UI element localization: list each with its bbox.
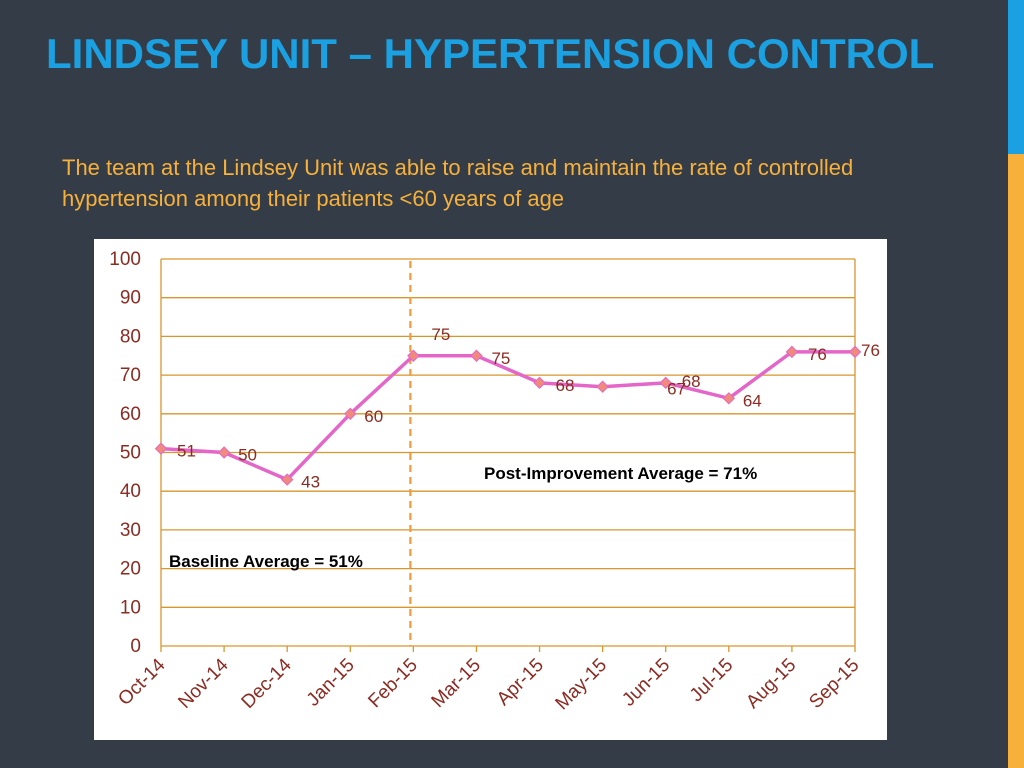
x-tick-label: Aug-15 (742, 655, 800, 713)
x-tick-label: Jul-15 (686, 655, 737, 706)
data-label: 76 (808, 345, 827, 364)
data-point-marker (848, 345, 862, 359)
data-point-marker (470, 349, 483, 362)
x-tick-label: Oct-14 (114, 654, 169, 709)
data-label: 75 (431, 325, 450, 344)
data-label: 64 (743, 391, 762, 410)
data-point-marker (785, 345, 799, 359)
y-tick-label: 40 (120, 481, 141, 502)
slide-title: LINDSEY UNIT – HYPERTENSION CONTROL (46, 30, 935, 77)
data-point-marker (407, 349, 420, 362)
baseline-average-annotation: Baseline Average = 51% (169, 552, 363, 571)
accent-bar-top (1008, 0, 1024, 154)
data-label: 67 (667, 380, 686, 399)
y-tick-label: 70 (120, 365, 141, 386)
y-tick-label: 100 (109, 249, 141, 270)
y-tick-label: 10 (120, 597, 141, 618)
data-label: 43 (301, 473, 320, 492)
y-tick-label: 90 (120, 288, 141, 309)
data-label: 68 (682, 372, 701, 391)
x-tick-label: Feb-15 (364, 655, 421, 712)
data-point-marker (596, 380, 609, 393)
y-tick-label: 80 (120, 326, 141, 347)
data-label: 68 (556, 376, 575, 395)
data-point-marker (217, 446, 231, 459)
post-improvement-average-annotation: Post-Improvement Average = 71% (484, 464, 757, 483)
x-tick-label: Apr-15 (493, 655, 548, 710)
y-tick-label: 20 (120, 559, 141, 580)
data-point-marker (154, 442, 168, 455)
y-tick-label: 60 (120, 404, 141, 425)
series-line (160, 350, 855, 482)
data-label: 76 (861, 341, 880, 360)
data-point-marker (344, 407, 357, 421)
x-tick-label: Jan-15 (303, 655, 359, 711)
data-point-marker (659, 376, 672, 390)
x-tick-label: May-15 (552, 655, 612, 715)
data-point-marker (280, 473, 294, 486)
data-label: 60 (364, 407, 383, 426)
chart-panel: 0 10 20 30 40 50 60 70 80 90 100 Oct-14 Nov-14 Dec-1… (94, 239, 887, 740)
x-tick-label: Nov-14 (174, 654, 232, 712)
x-tick-label: Mar-15 (428, 655, 485, 712)
x-tick-label: Dec-14 (238, 654, 296, 712)
slide-subtitle: The team at the Lindsey Unit was able to… (62, 155, 854, 211)
y-tick-label: 50 (120, 443, 141, 464)
data-label: 51 (177, 442, 196, 461)
line-chart: 0 10 20 30 40 50 60 70 80 90 100 Oct-14 Nov-14 Dec-1… (109, 249, 880, 715)
data-point-marker (722, 392, 736, 405)
data-label: 50 (238, 446, 257, 465)
accent-bar-bottom (1008, 154, 1024, 768)
y-tick-label: 0 (130, 636, 141, 657)
x-tick-label: Sep-15 (805, 655, 863, 713)
y-tick-label: 30 (120, 520, 141, 541)
data-point-marker (533, 376, 546, 390)
data-label: 75 (491, 349, 510, 368)
x-tick-label: Jun-15 (618, 655, 674, 711)
